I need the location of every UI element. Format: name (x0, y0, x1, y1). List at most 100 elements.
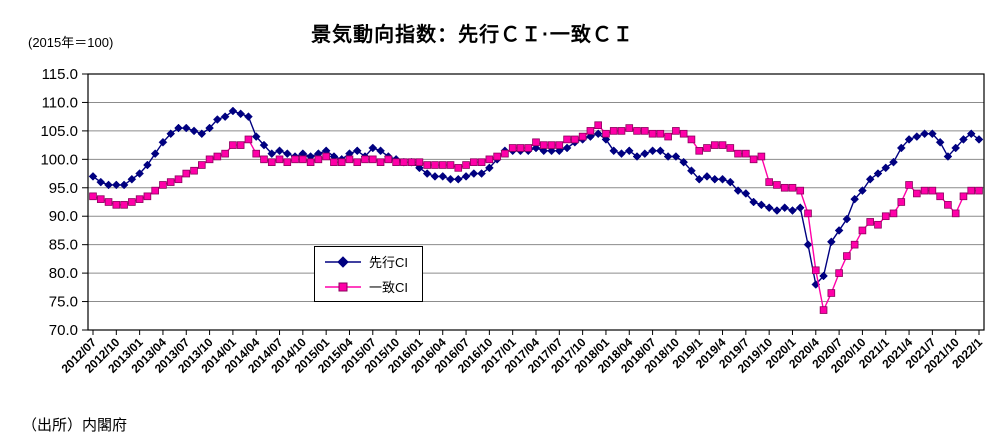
square-marker (260, 155, 268, 164)
square-marker (571, 135, 579, 144)
diamond-marker (788, 206, 797, 215)
ci-line-chart: 115.0 110.0 105.0 100.0 95.0 90.0 85.0 80.0 75.0… (40, 66, 985, 376)
diamond-marker (757, 200, 766, 210)
square-marker (897, 198, 906, 206)
square-marker (454, 164, 463, 172)
square-marker (470, 158, 478, 166)
square-marker (726, 144, 735, 152)
square-marker (773, 181, 781, 189)
diamond-marker (718, 174, 727, 184)
diamond-marker (430, 172, 440, 181)
y-tick-label: 85.0 (49, 237, 78, 254)
legend-marker-leading-ci-icon (325, 255, 361, 268)
square-marker (765, 178, 773, 186)
diamond-marker (663, 152, 673, 161)
square-marker (493, 152, 501, 161)
square-marker (843, 252, 851, 260)
y-tick-label: 95.0 (49, 180, 78, 197)
legend-item-coincident-ci: 一致CI (325, 277, 408, 296)
square-marker (244, 135, 253, 144)
square-marker (858, 226, 867, 235)
diamond-marker (282, 149, 292, 158)
diamond-marker (904, 135, 914, 144)
square-marker (679, 129, 688, 138)
diamond-marker (655, 146, 665, 156)
square-marker (236, 141, 245, 149)
diamond-marker (244, 112, 253, 122)
square-marker (866, 218, 874, 226)
diamond-marker (881, 163, 891, 173)
diamond-marker (943, 152, 953, 161)
square-marker (555, 141, 564, 149)
square-marker (337, 158, 346, 166)
diamond-marker (819, 271, 828, 281)
square-marker (734, 149, 742, 158)
diamond-marker (174, 123, 183, 133)
square-marker (96, 195, 105, 203)
diamond-marker (935, 137, 945, 147)
square-marker (361, 155, 369, 164)
y-tick-label: 110.0 (42, 94, 78, 111)
square-marker (174, 175, 183, 184)
diamond-marker (694, 174, 704, 184)
legend: 先行CI 一致CI (314, 246, 424, 302)
square-marker (376, 158, 385, 166)
square-marker (742, 149, 750, 158)
diamond-marker (119, 180, 129, 190)
diamond-marker (446, 174, 455, 184)
square-marker (275, 155, 284, 164)
square-marker (330, 158, 338, 166)
square-marker (602, 129, 610, 138)
square-marker (524, 144, 533, 152)
square-marker (633, 127, 641, 135)
square-marker (205, 155, 214, 164)
square-marker (446, 161, 455, 169)
square-marker (928, 186, 937, 195)
diamond-marker (189, 126, 199, 136)
square-marker (501, 149, 509, 158)
diamond-marker (959, 135, 968, 144)
square-marker (586, 127, 595, 135)
diamond-marker (212, 115, 222, 124)
diamond-marker (104, 180, 113, 190)
diamond-marker (842, 214, 852, 224)
diamond-marker (679, 157, 689, 167)
diamond-marker (469, 169, 479, 178)
diamond-marker (352, 146, 362, 156)
square-marker (967, 186, 976, 195)
square-marker (710, 141, 719, 149)
square-marker (672, 127, 680, 135)
diamond-marker (671, 152, 681, 161)
square-marker (368, 155, 377, 164)
square-marker (314, 155, 323, 164)
square-marker (881, 212, 890, 221)
diamond-marker (617, 149, 626, 158)
square-marker (656, 129, 665, 138)
y-tick-label: 90.0 (49, 208, 78, 225)
square-marker (213, 152, 222, 161)
square-marker (423, 161, 431, 169)
square-marker (120, 201, 128, 209)
diamond-marker (197, 129, 207, 139)
diamond-marker (865, 174, 875, 184)
diamond-marker (368, 143, 378, 153)
square-marker (920, 186, 929, 195)
square-marker (617, 127, 626, 135)
diamond-marker (873, 169, 883, 178)
square-marker (959, 192, 968, 201)
diamond-marker (850, 194, 860, 204)
square-marker (780, 183, 789, 192)
y-tick-label: 75.0 (49, 294, 78, 311)
square-marker (703, 144, 711, 152)
square-marker (322, 152, 330, 161)
square-marker (198, 161, 206, 169)
diamond-marker (648, 146, 657, 156)
square-marker (516, 144, 525, 152)
diamond-marker (687, 166, 696, 176)
square-marker (664, 132, 672, 141)
axis-unit-note: (2015年＝100) (28, 35, 114, 50)
square-marker (687, 135, 696, 144)
square-marker (104, 198, 113, 206)
square-marker (532, 138, 540, 147)
